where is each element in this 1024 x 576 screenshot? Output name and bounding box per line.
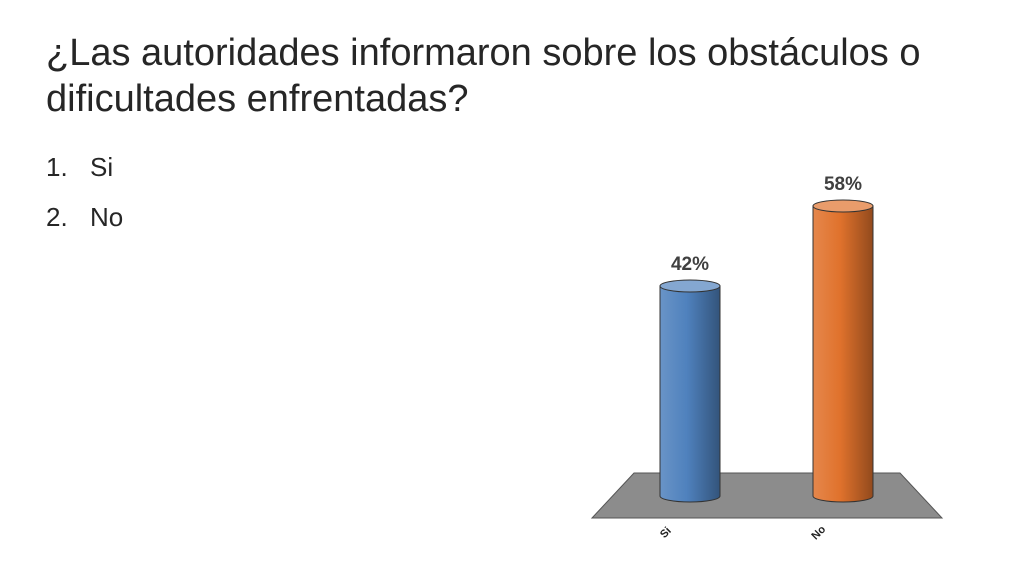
list-item-number: 1. (46, 152, 68, 182)
list-item: 1. Si (46, 142, 123, 192)
bar-body (812, 205, 874, 503)
x-tick-label: No (809, 523, 828, 542)
bar-no (812, 199, 874, 503)
slide-title: ¿Las autoridades informaron sobre los ob… (46, 32, 921, 120)
bar-top (659, 279, 721, 293)
bar-si (659, 279, 721, 503)
chart-floor (590, 472, 944, 519)
list-item-label: No (90, 202, 124, 232)
list-item: 2. No (46, 192, 123, 242)
data-label: 58% (824, 174, 862, 195)
data-label: 42% (671, 254, 709, 275)
bar-body (659, 285, 721, 503)
list-item-number: 2. (46, 202, 68, 232)
options-list: 1. Si 2. No (46, 142, 123, 242)
x-tick-label: Si (658, 525, 674, 541)
bar-top (812, 199, 874, 213)
list-item-label: Si (90, 152, 114, 182)
